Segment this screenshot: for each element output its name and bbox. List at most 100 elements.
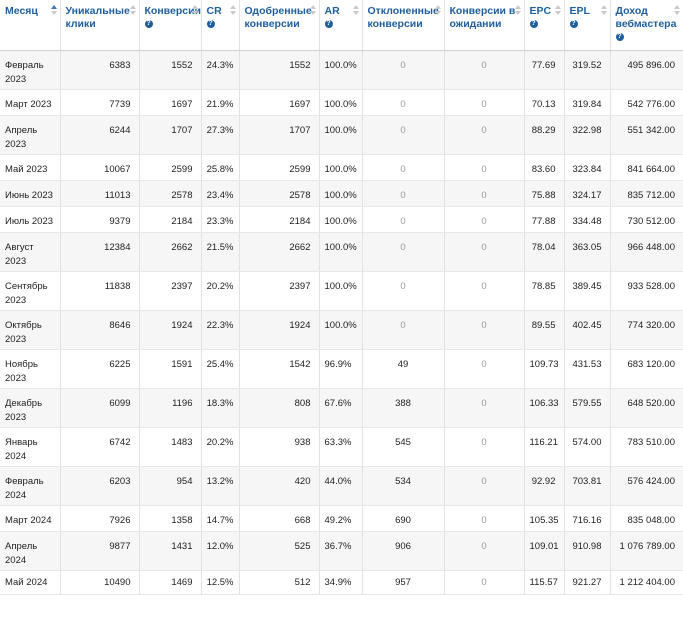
- column-header-label: Одобренные конверсии: [244, 5, 312, 30]
- table-cell: 6203: [60, 466, 140, 506]
- table-cell: 0: [444, 232, 525, 272]
- column-header[interactable]: AR?: [319, 0, 363, 51]
- table-cell: 83.60: [524, 154, 565, 181]
- table-cell: 100.0%: [319, 154, 363, 181]
- table-cell: 49.2%: [319, 505, 363, 532]
- table-cell: 23.4%: [201, 180, 240, 207]
- help-icon[interactable]: ?: [206, 20, 215, 29]
- table-cell: Май 2024: [0, 570, 61, 595]
- sort-arrows-icon[interactable]: [191, 4, 198, 18]
- table-cell: Апрель 2024: [0, 531, 61, 571]
- table-cell: 534: [362, 466, 445, 506]
- table-cell: 525: [239, 531, 320, 571]
- table-cell: 716.16: [564, 505, 611, 532]
- sort-arrows-icon[interactable]: [674, 4, 680, 18]
- table-cell: 8646: [60, 310, 140, 350]
- sort-arrows-icon[interactable]: [352, 4, 359, 18]
- table-cell: 1924: [239, 310, 320, 350]
- table-cell: 20.2%: [201, 427, 240, 467]
- column-header[interactable]: EPC?: [524, 0, 565, 51]
- sort-arrows-icon[interactable]: [514, 4, 521, 18]
- table-cell: 9379: [60, 206, 140, 233]
- table-cell: 1707: [139, 115, 202, 155]
- table-cell: 0: [362, 154, 445, 181]
- sort-arrows-icon[interactable]: [554, 4, 561, 18]
- table-cell: 75.88: [524, 180, 565, 207]
- table-cell: 6225: [60, 349, 140, 389]
- table-cell: 730 512.00: [610, 206, 683, 233]
- table-cell: 24.3%: [201, 50, 240, 90]
- column-header[interactable]: Доход вебмастера?: [610, 0, 683, 51]
- column-header[interactable]: Одобренные конверсии: [239, 0, 320, 51]
- help-icon[interactable]: ?: [324, 20, 333, 29]
- help-icon[interactable]: ?: [569, 20, 578, 29]
- table-cell: 1542: [239, 349, 320, 389]
- sort-arrows-icon[interactable]: [229, 4, 236, 18]
- sort-arrows-icon[interactable]: [309, 4, 316, 18]
- table-row: Октябрь 2023 8646 1924 22.3% 1924 100.0% 0 0 89.…: [0, 310, 683, 350]
- table-cell: 25.4%: [201, 349, 240, 389]
- column-header[interactable]: CR?: [201, 0, 240, 51]
- column-header[interactable]: Месяц: [0, 0, 61, 51]
- table-cell: 115.57: [524, 570, 565, 595]
- table-cell: 0: [444, 570, 525, 595]
- table-cell: Март 2024: [0, 505, 61, 532]
- column-header-label: CR: [206, 5, 222, 17]
- column-header[interactable]: EPL?: [564, 0, 611, 51]
- table-cell: 96.9%: [319, 349, 363, 389]
- table-cell: 835 712.00: [610, 180, 683, 207]
- table-cell: 2578: [139, 180, 202, 207]
- table-cell: 1196: [139, 388, 202, 428]
- sort-arrows-icon[interactable]: [129, 4, 136, 18]
- column-header-label: EPC: [529, 5, 552, 17]
- table-cell: 0: [362, 115, 445, 155]
- table-cell: 34.9%: [319, 570, 363, 595]
- sort-arrows-icon[interactable]: [434, 4, 441, 18]
- table-cell: 25.8%: [201, 154, 240, 181]
- table-cell: 0: [444, 505, 525, 532]
- column-header[interactable]: Отклоненные конверсии: [362, 0, 445, 51]
- table-row: Август 2023 12384 2662 21.5% 2662 100.0% 0 0 78.…: [0, 232, 683, 272]
- table-cell: 77.88: [524, 206, 565, 233]
- table-cell: 2397: [239, 271, 320, 311]
- table-cell: 334.48: [564, 206, 611, 233]
- table-cell: 495 896.00: [610, 50, 683, 90]
- table-cell: 11013: [60, 180, 140, 207]
- table-row: Февраль 2023 6383 1552 24.3% 1552 100.0% 0 0 77.…: [0, 50, 683, 90]
- table-cell: 100.0%: [319, 115, 363, 155]
- table-cell: Апрель 2023: [0, 115, 61, 155]
- column-header[interactable]: Конверсии?: [139, 0, 202, 51]
- table-cell: 78.04: [524, 232, 565, 272]
- column-header-label: Конверсии: [144, 5, 201, 17]
- table-cell: 1 212 404.00: [610, 570, 683, 595]
- table-cell: 11838: [60, 271, 140, 311]
- sort-arrows-icon[interactable]: [600, 4, 607, 18]
- table-cell: 78.85: [524, 271, 565, 311]
- table-row: Апрель 2023 6244 1707 27.3% 1707 100.0% 0 0 88.2…: [0, 115, 683, 155]
- table-cell: 10067: [60, 154, 140, 181]
- table-cell: 0: [444, 349, 525, 389]
- table-cell: 2397: [139, 271, 202, 311]
- table-body: Февраль 2023 6383 1552 24.3% 1552 100.0% 0 0 77.…: [0, 50, 683, 595]
- column-header[interactable]: Конверсии в ожидании: [444, 0, 525, 51]
- table-row: Июль 2023 9379 2184 23.3% 2184 100.0% 0 0 77.88 3…: [0, 206, 683, 233]
- table-cell: 1697: [239, 89, 320, 116]
- sort-arrows-icon[interactable]: [50, 4, 57, 18]
- help-icon[interactable]: ?: [529, 20, 538, 29]
- table-cell: 0: [444, 271, 525, 311]
- table-cell: 22.3%: [201, 310, 240, 350]
- table-cell: 389.45: [564, 271, 611, 311]
- table-cell: 324.17: [564, 180, 611, 207]
- table-cell: 1697: [139, 89, 202, 116]
- column-header-label: Месяц: [5, 5, 38, 17]
- help-icon[interactable]: ?: [615, 33, 624, 42]
- help-icon[interactable]: ?: [144, 20, 153, 29]
- table-cell: 0: [362, 50, 445, 90]
- column-header-label: AR: [324, 5, 340, 17]
- column-header[interactable]: Уникальные клики: [60, 0, 140, 51]
- table-cell: 100.0%: [319, 232, 363, 272]
- table-cell: 6244: [60, 115, 140, 155]
- table-cell: 906: [362, 531, 445, 571]
- table-cell: 0: [362, 206, 445, 233]
- column-header-label: Уникальные клики: [65, 5, 130, 30]
